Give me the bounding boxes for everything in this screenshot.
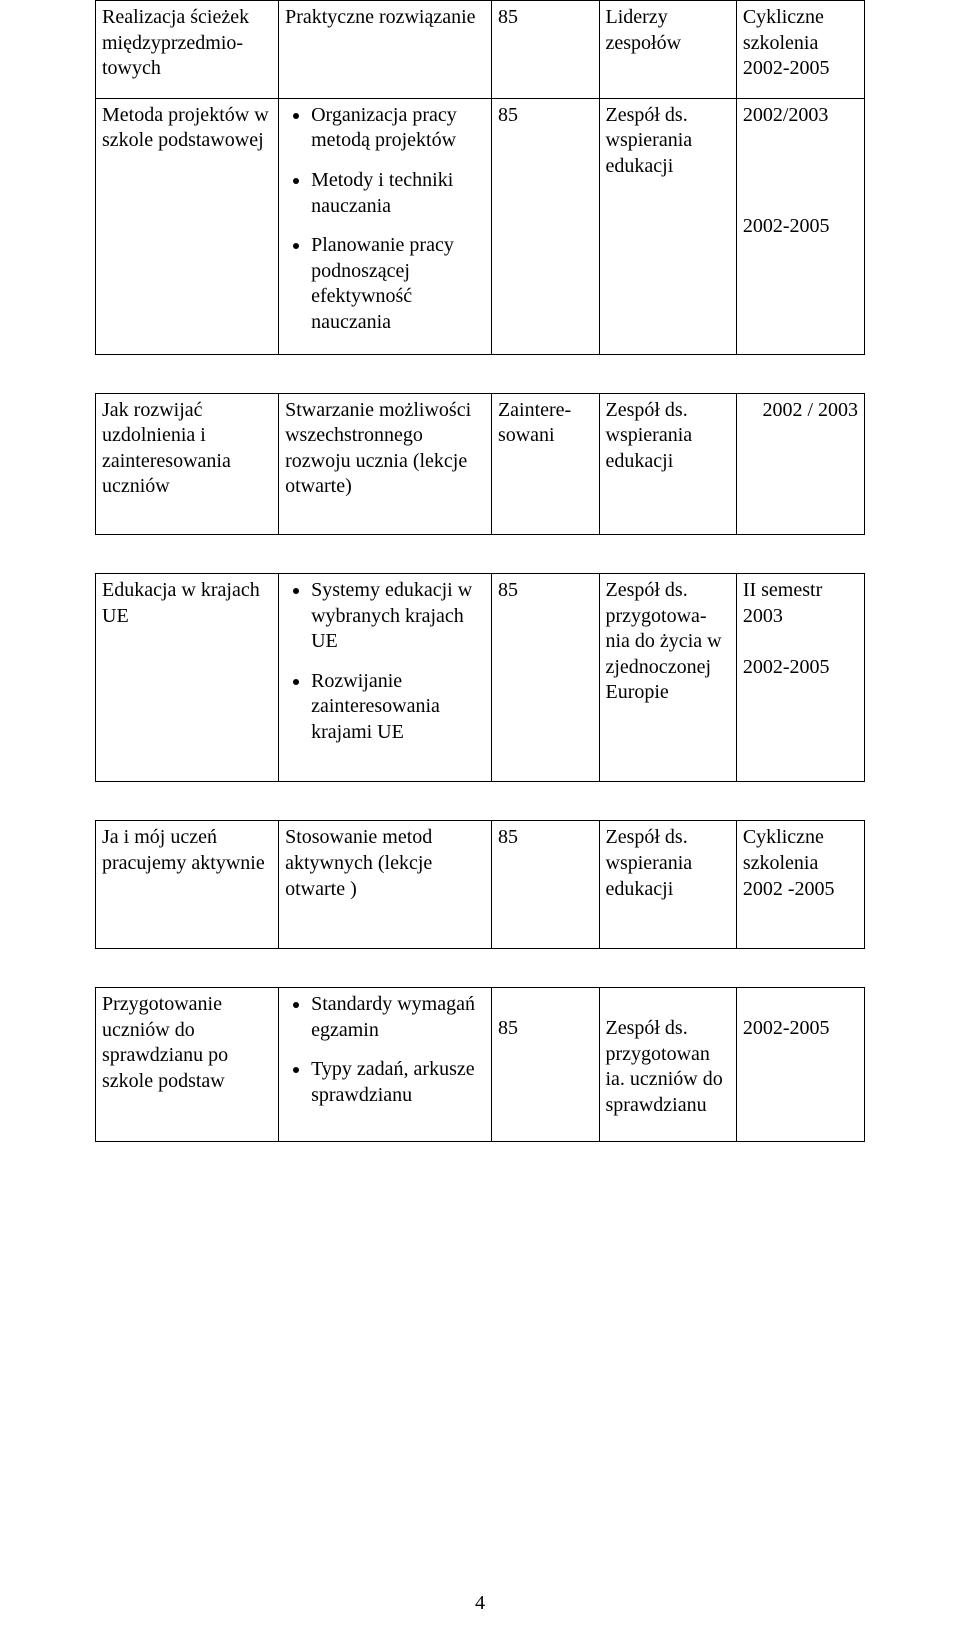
bullet-list: Organizacja pracy metodą projektów Metod… bbox=[285, 103, 485, 336]
cell-text: 2002-2005 bbox=[743, 215, 830, 237]
bullet-list: Systemy edukacji w wybranych krajach UE … bbox=[285, 578, 485, 746]
cell: Ja i mój uczeń pracujemy aktywnie bbox=[96, 821, 279, 949]
cell-text: II semestr 2003 bbox=[743, 579, 822, 627]
cell-text: 85 bbox=[498, 1017, 518, 1039]
table-4: Ja i mój uczeń pracujemy aktywnie Stosow… bbox=[95, 820, 865, 949]
cell: 85 bbox=[491, 573, 599, 782]
cell: Liderzy zespołów bbox=[599, 1, 736, 99]
cell: Jak rozwijać uzdolnienia i zainteresowan… bbox=[96, 393, 279, 534]
cell: Zespół ds. przygotowa-nia do życia w zje… bbox=[599, 573, 736, 782]
cell: Standardy wymagań egzamin Typy zadań, ar… bbox=[279, 988, 492, 1141]
list-item: Metody i techniki nauczania bbox=[311, 168, 485, 219]
cell-text: Stosowanie metod aktywnych (lekcje otwar… bbox=[285, 826, 432, 899]
table-2: Jak rozwijać uzdolnienia i zainteresowan… bbox=[95, 393, 865, 535]
bullet-list: Standardy wymagań egzamin Typy zadań, ar… bbox=[285, 992, 485, 1108]
cell: Stwarzanie możliwości wszechstronnego ro… bbox=[279, 393, 492, 534]
cell: 85 bbox=[491, 98, 599, 354]
cell: 2002-2005 bbox=[736, 988, 864, 1141]
list-item: Systemy edukacji w wybranych krajach UE bbox=[311, 578, 485, 655]
table-5: Przygotowanie uczniów do sprawdzianu po … bbox=[95, 987, 865, 1141]
table-row: Przygotowanie uczniów do sprawdzianu po … bbox=[96, 988, 865, 1141]
cell: Systemy edukacji w wybranych krajach UE … bbox=[279, 573, 492, 782]
cell-text: Zespół ds. przygotowan ia. uczniów do sp… bbox=[606, 1017, 723, 1116]
cell-text: Cykliczne szkolenia 2002-2005 bbox=[743, 6, 830, 79]
cell: Zespół ds. wspierania edukacji bbox=[599, 98, 736, 354]
page-number: 4 bbox=[0, 1592, 960, 1615]
list-item: Organizacja pracy metodą projektów bbox=[311, 103, 485, 154]
cell: Przygotowanie uczniów do sprawdzianu po … bbox=[96, 988, 279, 1141]
cell-text: 2002/2003 bbox=[743, 104, 829, 126]
cell-text: Stwarzanie możliwości wszechstronnego ro… bbox=[285, 399, 471, 498]
list-item: Standardy wymagań egzamin bbox=[311, 992, 485, 1043]
table-row: Ja i mój uczeń pracujemy aktywnie Stosow… bbox=[96, 821, 865, 949]
cell: Edukacja w krajach UE bbox=[96, 573, 279, 782]
cell: Stosowanie metod aktywnych (lekcje otwar… bbox=[279, 821, 492, 949]
table-row: Metoda projektów w szkole podstawowej Or… bbox=[96, 98, 865, 354]
table-row: Jak rozwijać uzdolnienia i zainteresowan… bbox=[96, 393, 865, 534]
cell: 2002 / 2003 bbox=[736, 393, 864, 534]
cell: 85 bbox=[491, 821, 599, 949]
table-row: Realizacja ścieżek międzyprzedmio-towych… bbox=[96, 1, 865, 99]
cell: 85 bbox=[491, 988, 599, 1141]
list-item: Planowanie pracy podnoszącej efektywność… bbox=[311, 233, 485, 335]
table-1: Realizacja ścieżek międzyprzedmio-towych… bbox=[95, 0, 865, 355]
cell: Zespół ds. wspierania edukacji bbox=[599, 821, 736, 949]
cell: Cykliczne szkolenia 2002 -2005 bbox=[736, 821, 864, 949]
cell: Cykliczne szkolenia 2002-2005 bbox=[736, 1, 864, 99]
cell: Metoda projektów w szkole podstawowej bbox=[96, 98, 279, 354]
cell: II semestr 2003 2002-2005 bbox=[736, 573, 864, 782]
list-item: Typy zadań, arkusze sprawdzianu bbox=[311, 1057, 485, 1108]
cell: 2002/2003 2002-2005 bbox=[736, 98, 864, 354]
cell: Praktyczne rozwiązanie bbox=[279, 1, 492, 99]
list-item: Rozwijanie zainteresowania krajami UE bbox=[311, 669, 485, 746]
cell: Zespół ds. przygotowan ia. uczniów do sp… bbox=[599, 988, 736, 1141]
cell: Realizacja ścieżek międzyprzedmio-towych bbox=[96, 1, 279, 99]
cell-text: 2002-2005 bbox=[743, 1017, 830, 1039]
table-3: Edukacja w krajach UE Systemy edukacji w… bbox=[95, 573, 865, 783]
cell: 85 bbox=[491, 1, 599, 99]
page: Realizacja ścieżek międzyprzedmio-towych… bbox=[0, 0, 960, 1641]
cell: Organizacja pracy metodą projektów Metod… bbox=[279, 98, 492, 354]
cell: Zaintere-sowani bbox=[491, 393, 599, 534]
table-row: Edukacja w krajach UE Systemy edukacji w… bbox=[96, 573, 865, 782]
cell: Zespół ds. wspierania edukacji bbox=[599, 393, 736, 534]
cell-text: 2002-2005 bbox=[743, 656, 830, 678]
